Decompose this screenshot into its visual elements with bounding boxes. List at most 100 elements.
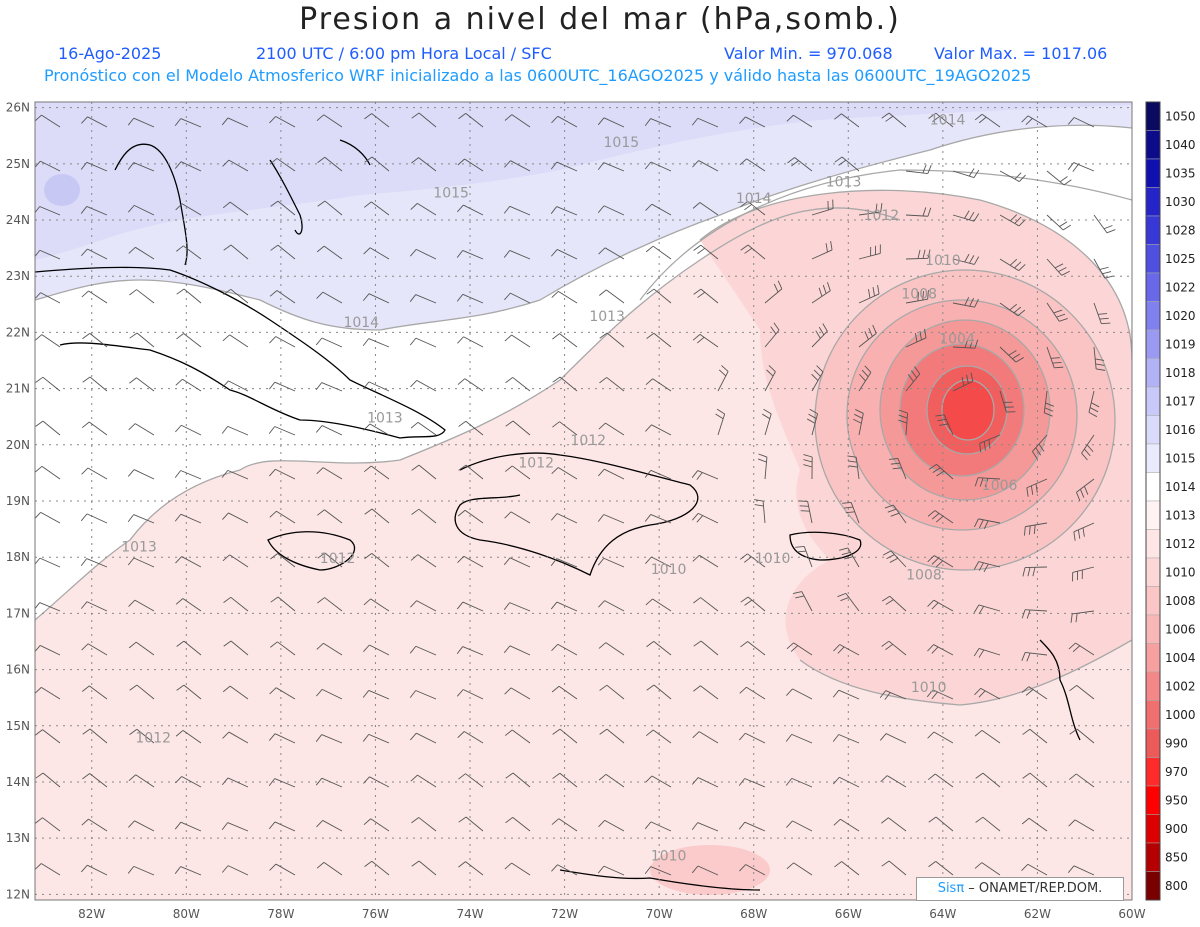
bahamas-andros: [269, 159, 303, 235]
wind-barb: [1093, 258, 1114, 279]
legend-swatch: [1145, 158, 1161, 188]
wind-barb: [127, 117, 155, 128]
puerto-rico-coastline: [789, 531, 862, 561]
wind-barb: [174, 470, 202, 480]
wind-barb: [889, 458, 907, 480]
lat-tick-label: 13N: [6, 831, 30, 845]
wind-barb: [364, 201, 390, 216]
wind-barb: [974, 477, 1001, 487]
wind-barb: [176, 684, 202, 700]
wind-barb: [832, 776, 860, 788]
wind-barb: [764, 280, 783, 304]
wind-barb: [598, 468, 625, 480]
valid-date: 16-Ago-2025: [58, 44, 162, 63]
legend-level-label: 1018: [1165, 366, 1196, 380]
lon-tick-label: 76W: [362, 907, 389, 921]
wind-barb: [884, 504, 907, 524]
legend-level-label: 1008: [1165, 594, 1196, 608]
lon-tick-label: 66W: [835, 907, 862, 921]
wind-barb: [362, 690, 390, 700]
wind-barb: [1069, 728, 1095, 744]
contour-label: 1013: [121, 540, 157, 556]
wind-barb: [504, 511, 531, 524]
legend-level-label: 1012: [1165, 537, 1196, 551]
wind-barb: [905, 290, 929, 304]
wind-barb: [315, 337, 343, 348]
wind-barb: [598, 819, 625, 832]
wind-barb: [905, 164, 932, 175]
wind-barb: [974, 729, 1001, 744]
contour-label: 1012: [864, 208, 900, 224]
wind-barb: [457, 555, 484, 568]
wind-barb: [222, 380, 249, 392]
wind-barb: [410, 379, 437, 392]
wind-barb: [839, 547, 860, 568]
contour-labels: 1015 1015 1014 1014 1014 1013 1013 1013 1013 1012…: [121, 112, 1017, 864]
wind-barb: [550, 558, 578, 568]
wind-barb: [644, 866, 672, 876]
wind-barb: [1070, 610, 1095, 623]
wind-barb: [503, 602, 531, 612]
wind-barb: [693, 597, 719, 612]
wind-barb: [882, 550, 907, 568]
wind-barb: [364, 860, 390, 876]
wind-barb: [644, 469, 672, 480]
lat-tick-label: 20N: [6, 438, 30, 452]
wind-barb: [692, 160, 719, 172]
wind-barb: [409, 294, 437, 304]
wind-barb: [176, 640, 202, 656]
wind-barb: [174, 866, 202, 876]
wind-barb: [221, 865, 249, 876]
wind-barb: [645, 378, 672, 392]
wind-barb: [692, 554, 719, 568]
wind-barb: [905, 366, 921, 392]
legend-level-label: 1014: [1165, 480, 1196, 494]
wind-barb: [999, 302, 1026, 317]
legend-level-label: 850: [1165, 850, 1188, 864]
wind-barb: [269, 158, 296, 172]
wind-barb: [315, 734, 343, 744]
wind-barb: [881, 860, 907, 876]
florida-coastline: [114, 143, 188, 266]
wind-barb: [551, 685, 578, 700]
wind-barb: [999, 258, 1026, 272]
contour-label: 1013: [589, 309, 625, 325]
wind-barb: [811, 282, 831, 304]
wind-barb: [127, 204, 155, 216]
wind-barb: [644, 821, 672, 832]
legend-frame: [1145, 101, 1161, 901]
wind-barb: [552, 376, 578, 392]
legend-swatch: [1145, 130, 1161, 160]
wind-barb: [644, 161, 672, 172]
wind-barb: [551, 643, 578, 656]
wind-barb: [317, 597, 343, 612]
wind-barb: [738, 821, 766, 832]
wind-barb: [786, 688, 813, 700]
wind-barb: [317, 509, 343, 524]
pressure-band-1015: [35, 102, 1132, 260]
wind-barb: [1021, 115, 1048, 128]
legend-level-label: 900: [1165, 822, 1188, 836]
wind-barb: [927, 644, 954, 656]
wind-barb: [128, 641, 155, 656]
wind-barb: [645, 775, 672, 788]
legend-swatch: [1145, 757, 1161, 787]
wind-barb: [268, 778, 296, 788]
legend-swatch: [1145, 700, 1161, 730]
wind-barb: [740, 553, 766, 568]
wind-barb: [362, 338, 390, 348]
wind-barb: [409, 645, 437, 656]
wind-barb: [270, 596, 296, 612]
wind-barb: [174, 424, 202, 436]
wind-barb: [785, 733, 813, 744]
legend-level-label: 1019: [1165, 337, 1196, 351]
wind-barb: [222, 201, 249, 216]
contour-label: 1006: [982, 478, 1018, 494]
wind-barb: [833, 818, 860, 832]
wind-barb: [1081, 434, 1095, 461]
lon-tick-label: 70W: [646, 907, 673, 921]
wind-barb: [952, 296, 979, 308]
contour-label: 1004: [939, 332, 975, 348]
wind-barb: [811, 323, 828, 348]
legend-swatch: [1145, 842, 1161, 872]
